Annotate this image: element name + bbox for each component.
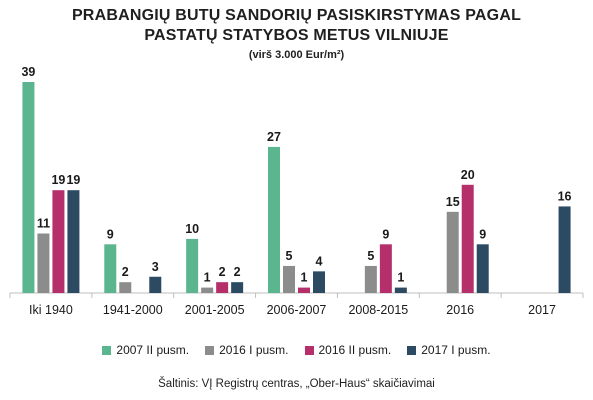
data-label: 9 <box>479 227 486 241</box>
data-label: 15 <box>446 195 460 209</box>
bar <box>37 233 50 293</box>
legend-label: 2016 I pusm. <box>219 343 289 357</box>
bar <box>22 82 35 293</box>
category-label: 1941-2000 <box>103 303 163 317</box>
data-label: 1 <box>204 271 211 285</box>
data-label: 19 <box>51 173 65 187</box>
bar <box>104 244 117 293</box>
legend-label: 2016 II pusm. <box>318 343 392 357</box>
data-label: 10 <box>185 222 199 236</box>
legend-item: 2017 I pusm. <box>407 343 491 357</box>
chart-legend: 2007 II pusm. 2016 I pusm. 2016 II pusm.… <box>0 343 593 357</box>
bar <box>394 287 407 293</box>
data-label: 2 <box>219 265 226 279</box>
data-label: 4 <box>316 254 323 268</box>
bar <box>476 244 489 293</box>
chart-title: PRABANGIŲ BUTŲ SANDORIŲ PASISKIRSTYMAS P… <box>71 7 522 24</box>
legend-label: 2017 I pusm. <box>421 343 491 357</box>
bar <box>558 206 571 293</box>
data-label: 27 <box>267 130 281 144</box>
legend-item: 2016 II pusm. <box>304 343 392 357</box>
category-label: Iki 1940 <box>29 303 73 317</box>
bar <box>298 287 310 293</box>
bar <box>446 211 459 293</box>
data-label: 16 <box>558 189 572 203</box>
category-label: 2008-2015 <box>348 303 408 317</box>
bar <box>216 282 229 293</box>
bar <box>52 190 65 293</box>
category-label: 2016 <box>446 303 474 317</box>
data-label: 39 <box>21 65 35 79</box>
bar <box>201 287 214 293</box>
bar <box>268 146 280 293</box>
chart-title-line2: PASTATŲ STATYBOS METUS VILNIUJE <box>144 27 449 44</box>
legend-item: 2007 II pusm. <box>102 343 189 357</box>
category-label: 2017 <box>528 303 556 317</box>
bar <box>461 184 474 293</box>
legend-swatch <box>102 345 112 355</box>
data-label: 19 <box>66 173 80 187</box>
category-label: 2001-2005 <box>185 303 245 317</box>
data-label: 2 <box>122 265 129 279</box>
bar <box>119 282 132 293</box>
chart-subtitle: (virš 3.000 Eur/m²) <box>248 49 345 61</box>
bar <box>231 282 244 293</box>
bar <box>186 238 199 293</box>
data-label: 9 <box>382 227 389 241</box>
bar <box>313 271 325 293</box>
data-label: 1 <box>397 271 404 285</box>
bar <box>379 244 392 293</box>
legend-swatch <box>304 345 314 355</box>
bar <box>149 276 162 293</box>
data-label: 2 <box>234 265 241 279</box>
data-label: 3 <box>152 260 159 274</box>
bar <box>364 265 377 293</box>
legend-swatch <box>205 345 215 355</box>
bar <box>67 190 80 293</box>
source-note: Šaltinis: VĮ Registrų centras, „Ober-Hau… <box>158 378 435 390</box>
data-label: 20 <box>461 168 475 182</box>
data-label: 5 <box>286 249 293 263</box>
legend-label: 2007 II pusm. <box>116 343 190 357</box>
data-label: 1 <box>301 271 308 285</box>
data-label: 11 <box>37 216 50 230</box>
legend-swatch <box>407 345 417 355</box>
legend-item: 2016 I pusm. <box>205 343 289 357</box>
data-label: 9 <box>107 227 114 241</box>
data-label: 5 <box>367 249 374 263</box>
category-label: 2006-2007 <box>267 303 327 317</box>
bar <box>283 265 295 293</box>
